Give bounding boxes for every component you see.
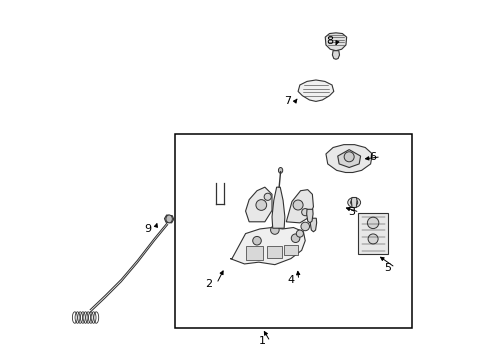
Ellipse shape bbox=[264, 193, 271, 201]
Ellipse shape bbox=[278, 167, 282, 173]
Ellipse shape bbox=[165, 215, 172, 223]
Ellipse shape bbox=[255, 200, 266, 210]
Polygon shape bbox=[164, 215, 173, 223]
Polygon shape bbox=[306, 209, 312, 223]
Polygon shape bbox=[230, 228, 305, 265]
Polygon shape bbox=[357, 213, 387, 254]
Polygon shape bbox=[271, 187, 285, 228]
Text: 9: 9 bbox=[143, 224, 151, 234]
Ellipse shape bbox=[292, 200, 303, 210]
Polygon shape bbox=[309, 218, 316, 232]
Text: 2: 2 bbox=[205, 279, 212, 289]
Ellipse shape bbox=[296, 230, 303, 237]
Bar bbox=[245, 246, 262, 260]
Polygon shape bbox=[325, 145, 372, 172]
Ellipse shape bbox=[366, 217, 378, 229]
Ellipse shape bbox=[300, 222, 309, 231]
Text: 7: 7 bbox=[283, 96, 290, 107]
Ellipse shape bbox=[301, 208, 308, 216]
Polygon shape bbox=[332, 51, 339, 59]
Ellipse shape bbox=[270, 226, 279, 234]
Text: 3: 3 bbox=[347, 207, 354, 217]
Ellipse shape bbox=[291, 234, 299, 243]
Polygon shape bbox=[325, 33, 346, 51]
Text: 6: 6 bbox=[369, 152, 376, 162]
Polygon shape bbox=[245, 187, 271, 222]
Polygon shape bbox=[285, 190, 313, 223]
Ellipse shape bbox=[252, 237, 261, 245]
Bar bbox=[175, 134, 411, 328]
Polygon shape bbox=[298, 80, 333, 102]
Polygon shape bbox=[337, 150, 360, 167]
Bar bbox=[284, 246, 297, 255]
Ellipse shape bbox=[350, 200, 357, 205]
Ellipse shape bbox=[347, 198, 360, 207]
Text: 1: 1 bbox=[258, 337, 265, 346]
Text: 8: 8 bbox=[325, 36, 332, 46]
Ellipse shape bbox=[367, 234, 377, 244]
Text: 5: 5 bbox=[383, 262, 390, 273]
Bar bbox=[266, 246, 282, 257]
Ellipse shape bbox=[344, 152, 353, 162]
Text: 4: 4 bbox=[287, 275, 294, 285]
Polygon shape bbox=[350, 198, 356, 207]
